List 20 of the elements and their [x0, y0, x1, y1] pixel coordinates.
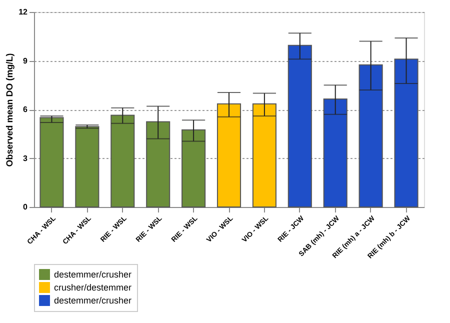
- bar: [146, 121, 170, 208]
- y-tick-label: 0: [23, 202, 28, 212]
- legend-label: crusher/destemmer: [54, 282, 132, 292]
- bar: [323, 98, 348, 208]
- y-axis-title: Observed mean DO (mg/L): [4, 53, 15, 167]
- bar: [40, 117, 64, 208]
- y-tick-label: 3: [23, 154, 28, 163]
- bar: [182, 129, 206, 208]
- bar: [216, 103, 242, 208]
- bar: [110, 114, 135, 208]
- legend-label: destemmer/crusher: [54, 296, 132, 306]
- y-tick-label: 6: [23, 105, 28, 114]
- bar: [252, 103, 276, 208]
- bar: [394, 58, 418, 208]
- legend-label: destemmer/crusher: [54, 270, 132, 280]
- bar: [358, 64, 383, 208]
- y-tick-label: 12: [18, 8, 28, 16]
- bar: [75, 126, 100, 208]
- bar: [288, 44, 312, 208]
- y-tick-label: 9: [23, 56, 28, 66]
